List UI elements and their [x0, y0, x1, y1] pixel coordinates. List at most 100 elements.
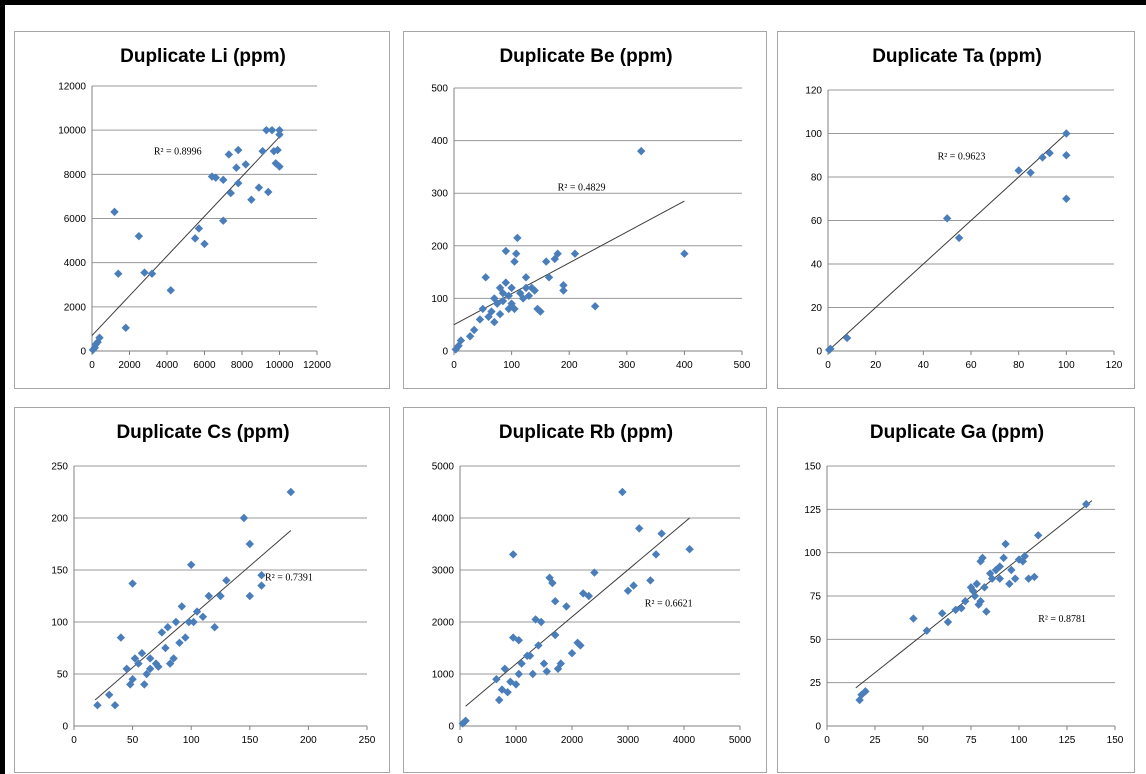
data-point [511, 680, 521, 689]
data-point [618, 487, 627, 497]
data-point [234, 145, 243, 155]
data-point [239, 513, 249, 523]
data-point [1045, 148, 1054, 158]
x-tick-label: 0 [71, 735, 77, 746]
r-squared-label: R² = 0.6621 [645, 598, 693, 609]
y-tick-label: 50 [810, 635, 822, 646]
x-tick-label: 0 [825, 360, 831, 371]
data-point [982, 607, 991, 616]
x-tick-label: 5000 [729, 735, 752, 746]
y-tick-label: 200 [51, 514, 68, 525]
data-point [254, 183, 264, 192]
data-point [128, 579, 137, 588]
data-point [559, 281, 568, 290]
x-tick-label: 20 [870, 360, 882, 371]
x-tick-label: 80 [1013, 360, 1025, 371]
y-tick-label: 4000 [432, 514, 455, 525]
y-tick-label: 0 [815, 722, 821, 733]
x-tick-label: 0 [824, 735, 830, 746]
data-point [635, 524, 644, 533]
x-tick-label: 3000 [617, 735, 640, 746]
data-point [570, 249, 580, 258]
scatter-plot-ga: Duplicate Ga (ppm) 0 25 50 75 100 125 150 0 25 50 7… [804, 422, 1123, 746]
data-point [501, 278, 511, 287]
y-tick-label: 25 [810, 678, 822, 689]
data-point [623, 586, 633, 595]
data-point [121, 323, 130, 333]
data-point [512, 249, 521, 258]
y-tick-label: 3000 [432, 566, 455, 577]
y-tick-label: 0 [80, 347, 86, 358]
y-tick-label: 300 [431, 189, 448, 200]
data-point [842, 333, 852, 343]
data-point [1005, 579, 1014, 589]
data-point [680, 249, 689, 258]
y-tick-label: 40 [811, 260, 823, 271]
trendline [91, 136, 280, 336]
data-point [267, 125, 277, 135]
data-point [140, 268, 149, 277]
data-point [1062, 194, 1071, 203]
data-point [509, 633, 518, 642]
x-tick-label: 2000 [561, 735, 584, 746]
data-point [126, 680, 135, 689]
data-point [166, 286, 175, 295]
data-point [475, 315, 485, 324]
data-point [481, 273, 490, 282]
x-tick-label: 6000 [193, 360, 216, 371]
data-point [171, 617, 181, 627]
data-point [501, 246, 511, 256]
y-tick-label: 150 [51, 566, 68, 577]
data-point [134, 231, 144, 241]
chart-title: Duplicate Ta (ppm) [872, 46, 1042, 67]
panel-ga: Duplicate Ga (ppm) 0 25 50 75 100 125 150 0 25 50 7… [777, 407, 1135, 773]
data-point [539, 659, 549, 668]
data-point [528, 669, 537, 679]
x-tick-label: 100 [1011, 735, 1028, 746]
data-point [972, 579, 981, 589]
data-point [495, 695, 504, 705]
y-tick-label: 8000 [64, 170, 87, 181]
y-tick-label: 400 [431, 136, 448, 147]
data-point [211, 173, 220, 182]
data-point [181, 633, 190, 642]
data-point [134, 659, 143, 668]
data-point [95, 333, 104, 342]
data-point [551, 630, 560, 640]
data-point [995, 562, 1004, 571]
x-tick-label: 150 [241, 735, 258, 746]
data-point [559, 286, 568, 295]
data-point [147, 269, 157, 278]
y-tick-label: 100 [431, 294, 448, 305]
x-tick-label: 4000 [673, 735, 696, 746]
data-point [544, 273, 554, 282]
y-tick-label: 500 [431, 84, 448, 95]
data-point [275, 162, 284, 171]
scatter-plot-rb: Duplicate Rb (ppm) 0 1000 2000 3000 4000 5000 0… [432, 422, 752, 746]
data-point [909, 614, 918, 623]
data-point [262, 125, 271, 135]
data-point [245, 591, 254, 601]
data-point [1062, 151, 1071, 160]
y-tick-label: 1000 [432, 670, 455, 681]
data-point [175, 638, 184, 647]
data-point [553, 664, 563, 673]
x-tick-label: 50 [127, 735, 139, 746]
x-tick-label: 10000 [266, 360, 294, 371]
data-point [264, 187, 273, 197]
data-point [216, 591, 225, 601]
panel-li: Duplicate Li (ppm) 0 2000 4000 6000 8000 10000… [14, 31, 390, 389]
data-point [524, 291, 534, 300]
y-tick-label: 75 [810, 592, 822, 603]
y-tick-label: 120 [805, 86, 822, 97]
data-point [980, 583, 989, 592]
y-tick-label: 12000 [58, 82, 86, 93]
data-point [234, 178, 243, 188]
y-tick-label: 125 [804, 505, 821, 516]
data-point [157, 628, 167, 637]
x-tick-label: 250 [359, 735, 376, 746]
data-point [657, 529, 666, 538]
data-point [646, 576, 655, 585]
data-point [286, 487, 296, 497]
